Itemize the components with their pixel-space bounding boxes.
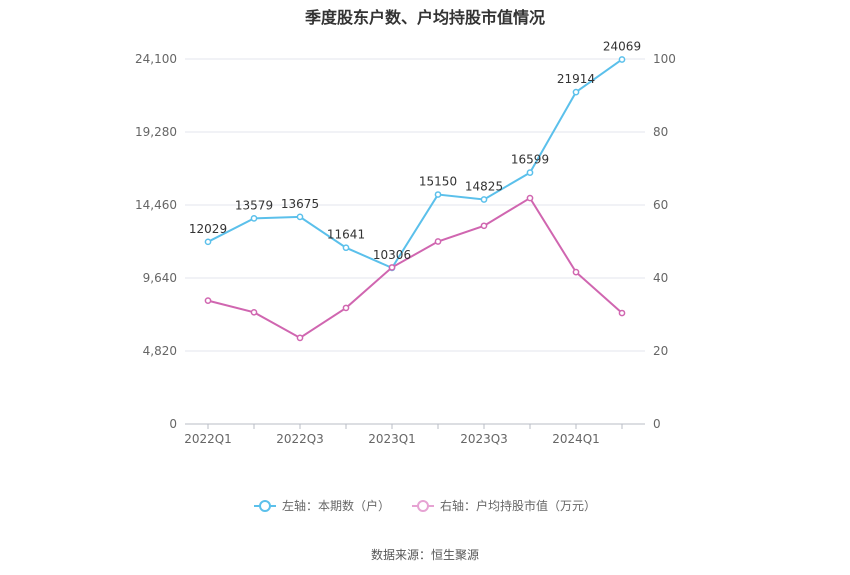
- right-axis-tick-label: 60: [653, 198, 668, 212]
- right-axis-tick-label: 80: [653, 125, 668, 139]
- right-axis-tick-label: 40: [653, 271, 668, 285]
- chart-legend: 左轴：本期数（户） 右轴：户均持股市值（万元）: [0, 497, 850, 514]
- data-point-avg-holding-value: [480, 222, 488, 230]
- left-axis-tick-label: 14,460: [135, 198, 177, 212]
- right-axis-tick-label: 20: [653, 344, 668, 358]
- legend-label-left: 左轴：本期数（户）: [281, 499, 390, 513]
- data-point-avg-holding-value: [250, 308, 258, 316]
- data-point-avg-holding-value: [572, 268, 580, 276]
- data-point-shareholders: [296, 213, 304, 221]
- data-point-avg-holding-value: [388, 264, 396, 271]
- x-axis-tick-label: 2023Q1: [368, 432, 416, 446]
- data-point-shareholders: [204, 238, 212, 246]
- data-label: 21914: [557, 72, 595, 86]
- x-axis-tick-label: 2022Q1: [184, 432, 232, 446]
- left-axis-tick-label: 4,820: [143, 344, 177, 358]
- chart-title: 季度股东户数、户均持股市值情况: [304, 8, 545, 27]
- x-axis-tick-label: 2023Q3: [460, 432, 508, 446]
- data-label: 13675: [281, 197, 319, 211]
- right-axis-tick-label: 100: [653, 52, 676, 66]
- data-point-shareholders: [434, 191, 442, 198]
- data-point-avg-holding-value: [296, 334, 304, 342]
- legend-label-right: 右轴：户均持股市值（万元）: [440, 499, 597, 513]
- data-point-avg-holding-value: [526, 194, 534, 202]
- data-point-avg-holding-value: [342, 304, 350, 312]
- legend-line-marker-icon: [412, 499, 434, 512]
- series-line-shareholders: [207, 58, 623, 270]
- data-point-shareholders: [342, 244, 350, 252]
- x-axis-tick-label: 2024Q1: [552, 432, 600, 446]
- data-point-shareholders: [480, 196, 488, 203]
- data-label: 16599: [511, 153, 549, 167]
- data-point-shareholders: [618, 56, 626, 63]
- x-axis-tick-label: 2022Q3: [276, 432, 324, 446]
- legend-item-left-axis[interactable]: 左轴：本期数（户）: [253, 497, 390, 514]
- left-axis-tick-label: 19,280: [135, 125, 177, 139]
- right-axis-tick-label: 0: [653, 417, 661, 431]
- data-label: 14825: [465, 179, 503, 193]
- data-label: 12029: [189, 222, 227, 236]
- data-label: 10306: [373, 248, 411, 262]
- data-point-avg-holding-value: [434, 238, 442, 245]
- data-point-shareholders: [526, 169, 534, 176]
- data-point-shareholders: [250, 214, 258, 222]
- data-point-shareholders: [572, 88, 580, 96]
- data-label: 24069: [603, 39, 641, 53]
- data-label: 13579: [235, 198, 273, 212]
- legend-line-marker-icon: [253, 499, 276, 512]
- data-source-note: 数据来源：恒生聚源: [370, 548, 479, 562]
- data-point-avg-holding-value: [618, 309, 626, 317]
- data-label: 15150: [419, 175, 457, 189]
- left-axis-tick-label: 24,100: [135, 52, 177, 66]
- data-point-avg-holding-value: [204, 297, 212, 304]
- series-line-avg-holding-value: [207, 196, 623, 340]
- left-axis-tick-label: 0: [169, 417, 177, 431]
- left-axis-tick-label: 9,640: [143, 271, 177, 285]
- legend-item-right-axis[interactable]: 右轴：户均持股市值（万元）: [412, 497, 596, 514]
- data-label: 11641: [327, 228, 365, 242]
